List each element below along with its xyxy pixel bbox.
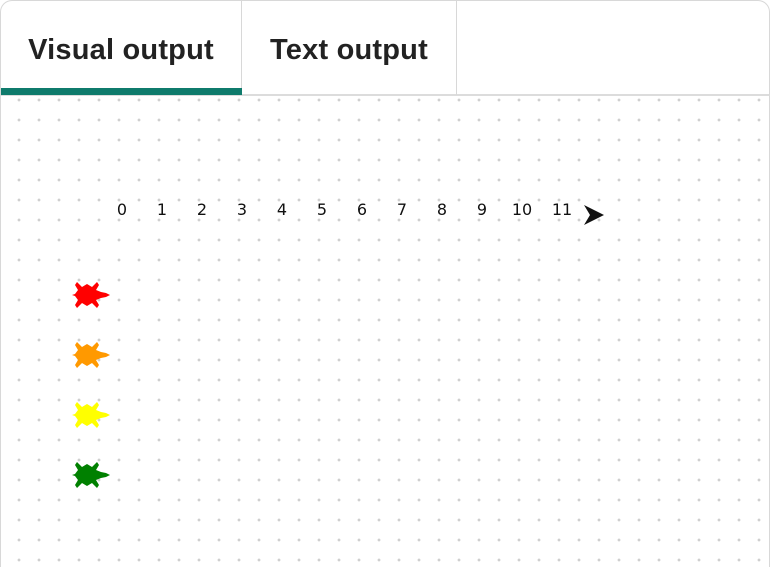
tab-visual-output-label: Visual output xyxy=(28,33,214,66)
turtles xyxy=(72,282,110,488)
number-label: 2 xyxy=(197,200,207,219)
arrow-cursor-icon xyxy=(584,205,604,225)
number-line: 0 1 2 3 4 5 6 7 8 9 10 11 xyxy=(117,200,572,219)
number-label: 4 xyxy=(277,200,287,219)
number-label: 6 xyxy=(357,200,367,219)
tab-bar: Visual output Text output xyxy=(0,0,770,96)
active-tab-indicator xyxy=(1,88,242,95)
turtle-icon xyxy=(72,282,110,308)
number-label: 11 xyxy=(552,200,572,219)
number-label: 10 xyxy=(512,200,532,219)
number-label: 5 xyxy=(317,200,327,219)
number-label: 1 xyxy=(157,200,167,219)
number-label: 9 xyxy=(477,200,487,219)
tab-text-output-label: Text output xyxy=(270,33,428,66)
turtle-drawing: 0 1 2 3 4 5 6 7 8 9 10 11 xyxy=(72,200,604,488)
turtle-canvas[interactable]: 0 1 2 3 4 5 6 7 8 9 10 11 xyxy=(0,96,770,567)
turtle-icon xyxy=(72,462,110,488)
number-label: 8 xyxy=(437,200,447,219)
turtle-icon xyxy=(72,342,110,368)
number-label: 7 xyxy=(397,200,407,219)
number-label: 0 xyxy=(117,200,127,219)
number-label: 3 xyxy=(237,200,247,219)
turtle-icon xyxy=(72,402,110,428)
tab-text-output[interactable]: Text output xyxy=(242,1,457,95)
tab-visual-output[interactable]: Visual output xyxy=(1,1,242,95)
